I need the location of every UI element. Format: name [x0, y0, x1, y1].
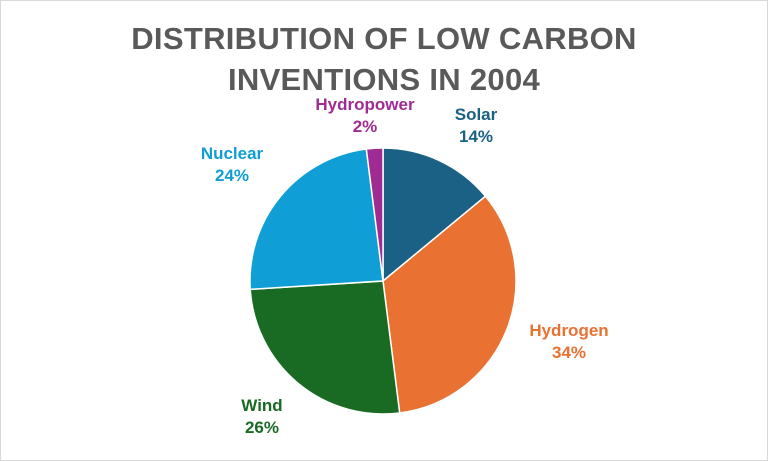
- chart-title-line-1: DISTRIBUTION OF LOW CARBON: [131, 21, 637, 56]
- data-label-value: 34%: [551, 343, 587, 362]
- data-label-value: 2%: [352, 117, 378, 136]
- data-label-hydrogen: Hydrogen 34%: [529, 320, 608, 364]
- data-label-category: Hydrogen: [529, 321, 609, 340]
- pie-slice-nuclear: [249, 148, 384, 291]
- data-label-solar: Solar 14%: [455, 104, 498, 148]
- data-label-wind: Wind 26%: [241, 395, 282, 439]
- pie-slice-wind: [249, 280, 401, 415]
- pie-slice-solar: [382, 147, 487, 283]
- data-label-value: 14%: [458, 127, 494, 146]
- data-label-category: Solar: [454, 105, 498, 124]
- data-label-value: 26%: [244, 418, 280, 437]
- data-label-category: Nuclear: [200, 144, 264, 163]
- chart-title-line-2: INVENTIONS IN 2004: [227, 62, 541, 97]
- data-label-hydropower: Hydropower 2%: [315, 94, 414, 138]
- data-label-category: Hydropower: [315, 95, 415, 114]
- pie-slice-hydropower: [365, 147, 384, 282]
- chart-title: DISTRIBUTION OF LOW CARBON INVENTIONS IN…: [0, 18, 768, 100]
- data-label-value: 24%: [214, 166, 250, 185]
- pie-slice-hydrogen: [382, 195, 517, 414]
- data-label-category: Wind: [241, 396, 283, 415]
- data-label-nuclear: Nuclear 24%: [201, 143, 263, 187]
